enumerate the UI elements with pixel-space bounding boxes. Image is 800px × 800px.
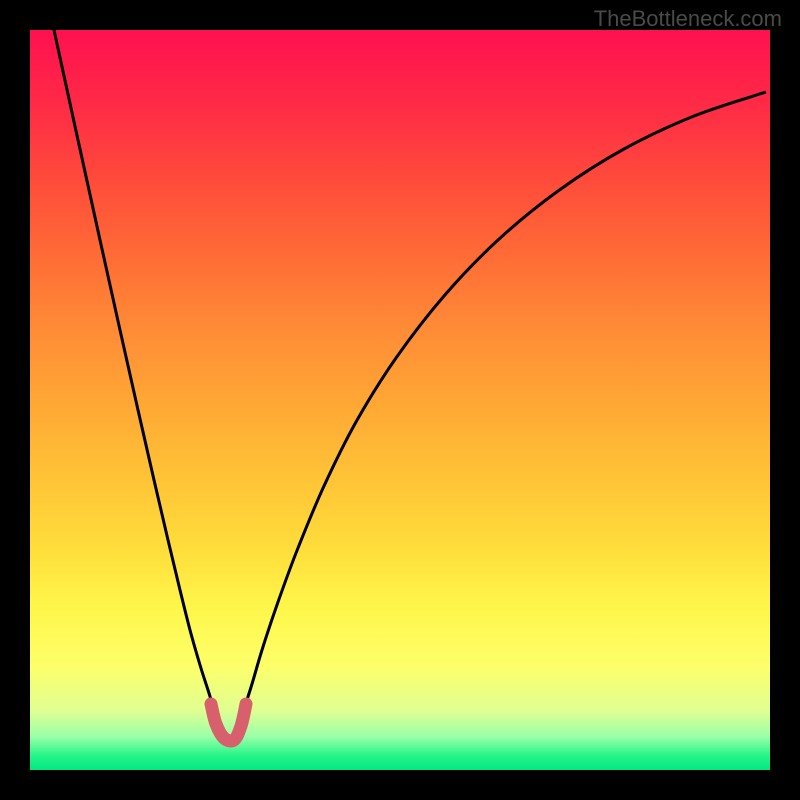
marker-u-shape xyxy=(211,704,246,741)
plot-area xyxy=(30,30,770,770)
watermark-text: TheBottleneck.com xyxy=(594,6,782,32)
curve-left xyxy=(54,30,212,703)
curve-right xyxy=(246,92,766,703)
curve-layer xyxy=(30,30,770,770)
